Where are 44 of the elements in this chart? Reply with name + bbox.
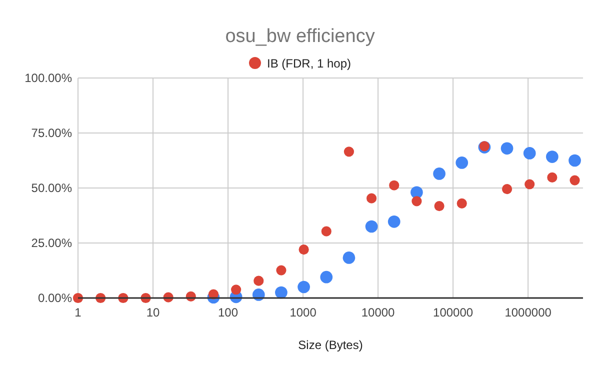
point bbox=[320, 270, 333, 284]
point bbox=[344, 146, 354, 157]
point bbox=[500, 142, 514, 155]
point bbox=[412, 196, 422, 206]
y-tick-label: 50.00% bbox=[31, 180, 72, 195]
y-tick-label: 25.00% bbox=[31, 236, 72, 250]
x-tick-label: 10 bbox=[146, 306, 160, 320]
y-tick-label: 100.00% bbox=[24, 70, 72, 85]
point bbox=[546, 150, 558, 163]
point bbox=[523, 147, 536, 160]
x-tick-label: 10000 bbox=[361, 306, 396, 320]
chart-title: osu_bw efficiency bbox=[225, 26, 376, 47]
point bbox=[321, 226, 332, 236]
point bbox=[276, 265, 286, 276]
x-tick-label: 1 bbox=[74, 306, 82, 320]
point bbox=[410, 186, 423, 199]
point bbox=[524, 179, 535, 190]
point bbox=[365, 220, 378, 233]
legend-label: IB (FDR, 1 hop) bbox=[266, 56, 352, 70]
point bbox=[72, 292, 84, 304]
point bbox=[456, 156, 468, 169]
point bbox=[298, 280, 310, 294]
point bbox=[434, 201, 444, 212]
x-axis-title: Size (Bytes) bbox=[298, 338, 363, 352]
y-tick-label: 75.00% bbox=[31, 126, 72, 140]
point bbox=[570, 175, 580, 186]
x-tick-label: 1000000 bbox=[504, 306, 552, 320]
point bbox=[254, 276, 264, 286]
point bbox=[568, 154, 581, 167]
x-tick-label: 100000 bbox=[433, 306, 474, 320]
x-tick-label: 1000 bbox=[290, 306, 317, 320]
point bbox=[433, 168, 446, 180]
y-tick-label: 0.00% bbox=[38, 290, 72, 305]
point bbox=[502, 184, 512, 194]
point bbox=[275, 286, 288, 299]
point bbox=[547, 172, 558, 182]
point bbox=[388, 215, 400, 228]
point bbox=[366, 193, 377, 204]
point bbox=[342, 252, 356, 264]
point bbox=[456, 198, 467, 208]
point bbox=[298, 244, 309, 255]
point bbox=[231, 284, 242, 295]
point bbox=[389, 180, 400, 190]
x-tick-label: 100 bbox=[218, 306, 238, 320]
